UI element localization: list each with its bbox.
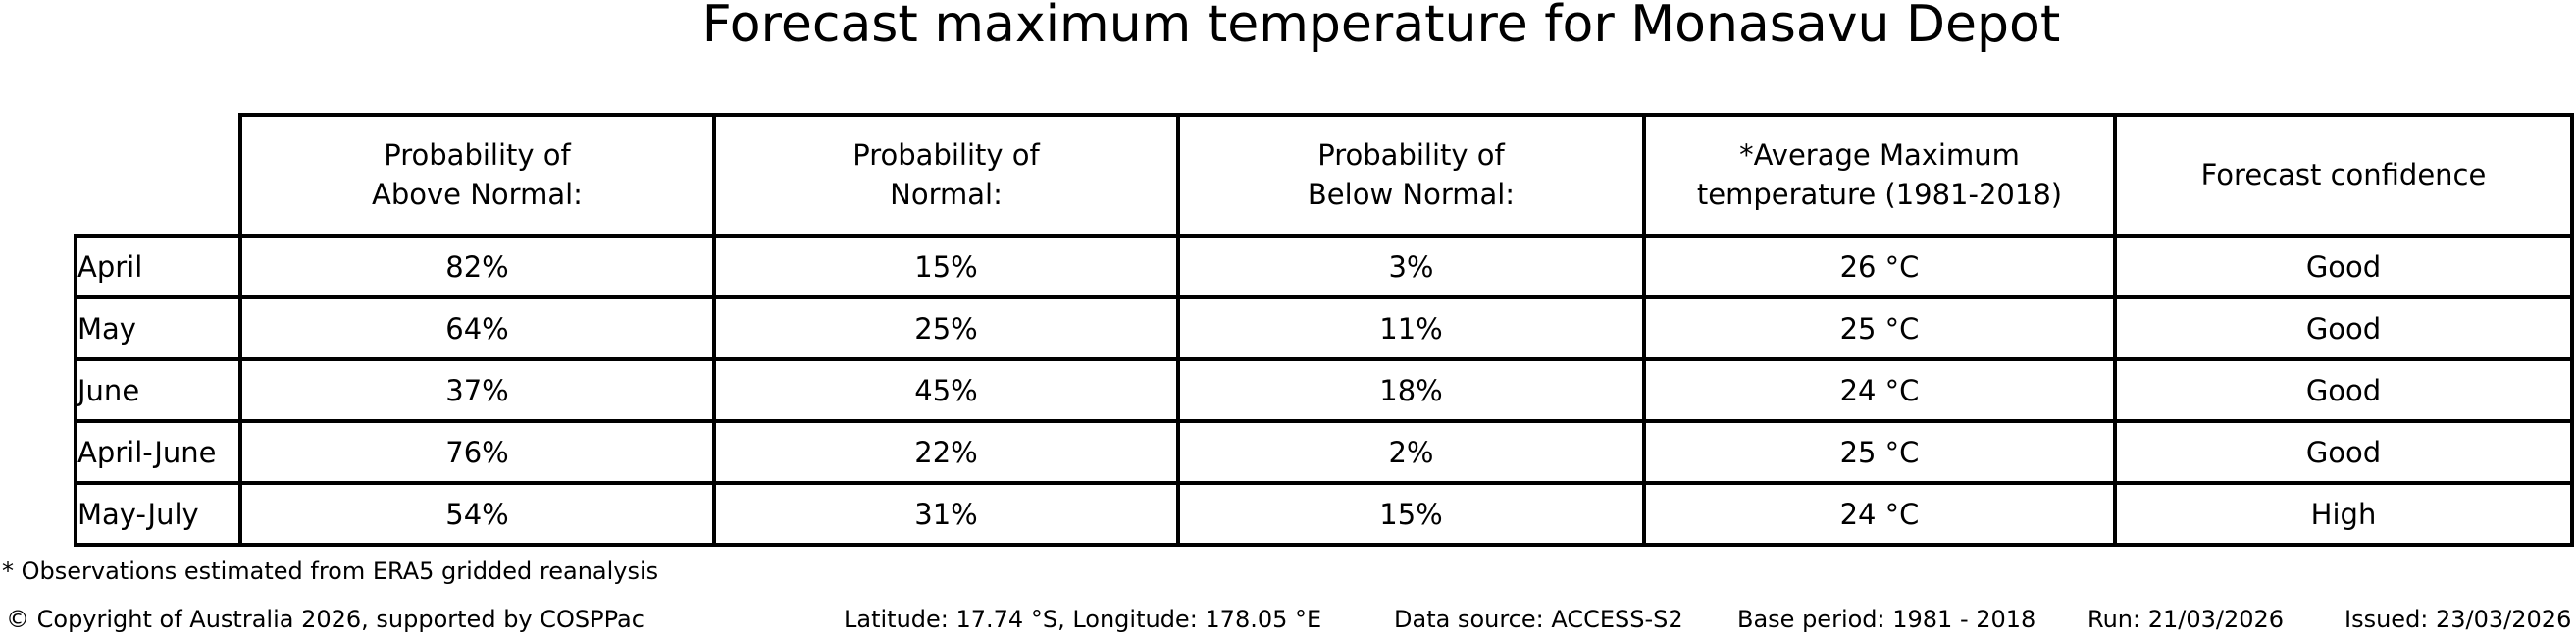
cell-above-normal: 37%: [238, 357, 716, 423]
lat-long-text: Latitude: 17.74 °S, Longitude: 178.05 °E: [844, 606, 1322, 633]
figure-title: Forecast maximum temperature for Monasav…: [701, 0, 2061, 54]
cell-normal: 45%: [712, 357, 1180, 423]
table-corner-spacer: [76, 115, 240, 236]
cell-above-normal: 64%: [238, 295, 716, 361]
row-label: June: [74, 357, 242, 423]
table-row-may: May 64% 25% 11% 25 °C Good: [74, 295, 2574, 361]
observations-footnote: * Observations estimated from ERA5 gridd…: [2, 558, 659, 585]
cell-normal: 22%: [712, 419, 1180, 485]
row-label: May: [74, 295, 242, 361]
table-header-row: Probability of Above Normal: Probability…: [76, 113, 2574, 238]
cell-average-max-temp: 24 °C: [1642, 481, 2117, 547]
cell-above-normal: 76%: [238, 419, 716, 485]
cell-normal: 31%: [712, 481, 1180, 547]
col-header-below-normal: Probability of Below Normal:: [1176, 113, 1646, 238]
cell-average-max-temp: 25 °C: [1642, 295, 2117, 361]
base-period-text: Base period: 1981 - 2018: [1737, 606, 2036, 633]
cell-below-normal: 18%: [1176, 357, 1646, 423]
forecast-table: Probability of Above Normal: Probability…: [74, 113, 2574, 547]
row-label: May-July: [74, 481, 242, 547]
table-row-june: June 37% 45% 18% 24 °C Good: [74, 357, 2574, 423]
col-header-above-normal: Probability of Above Normal:: [238, 113, 716, 238]
cell-normal: 25%: [712, 295, 1180, 361]
cell-average-max-temp: 24 °C: [1642, 357, 2117, 423]
cell-above-normal: 54%: [238, 481, 716, 547]
data-source-text: Data source: ACCESS-S2: [1394, 606, 1683, 633]
issued-date-text: Issued: 23/03/2026: [2344, 606, 2572, 633]
cell-average-max-temp: 25 °C: [1642, 419, 2117, 485]
cell-above-normal: 82%: [238, 234, 716, 299]
cell-below-normal: 2%: [1176, 419, 1646, 485]
table-row-may-july: May-July 54% 31% 15% 24 °C High: [74, 481, 2574, 547]
cell-below-normal: 15%: [1176, 481, 1646, 547]
copyright-text: © Copyright of Australia 2026, supported…: [6, 606, 644, 633]
cell-forecast-confidence: Good: [2113, 419, 2574, 485]
col-header-forecast-confidence: Forecast confidence: [2113, 113, 2574, 238]
cell-below-normal: 3%: [1176, 234, 1646, 299]
col-header-normal: Probability of Normal:: [712, 113, 1180, 238]
row-label: April-June: [74, 419, 242, 485]
run-date-text: Run: 21/03/2026: [2087, 606, 2285, 633]
table-row-april: April 82% 15% 3% 26 °C Good: [74, 234, 2574, 299]
cell-forecast-confidence: Good: [2113, 357, 2574, 423]
cell-normal: 15%: [712, 234, 1180, 299]
cell-average-max-temp: 26 °C: [1642, 234, 2117, 299]
table-row-april-june: April-June 76% 22% 2% 25 °C Good: [74, 419, 2574, 485]
cell-forecast-confidence: Good: [2113, 295, 2574, 361]
col-header-average-max-temp: *Average Maximum temperature (1981-2018): [1642, 113, 2117, 238]
row-label: April: [74, 234, 242, 299]
cell-forecast-confidence: Good: [2113, 234, 2574, 299]
cell-below-normal: 11%: [1176, 295, 1646, 361]
cell-forecast-confidence: High: [2113, 481, 2574, 547]
